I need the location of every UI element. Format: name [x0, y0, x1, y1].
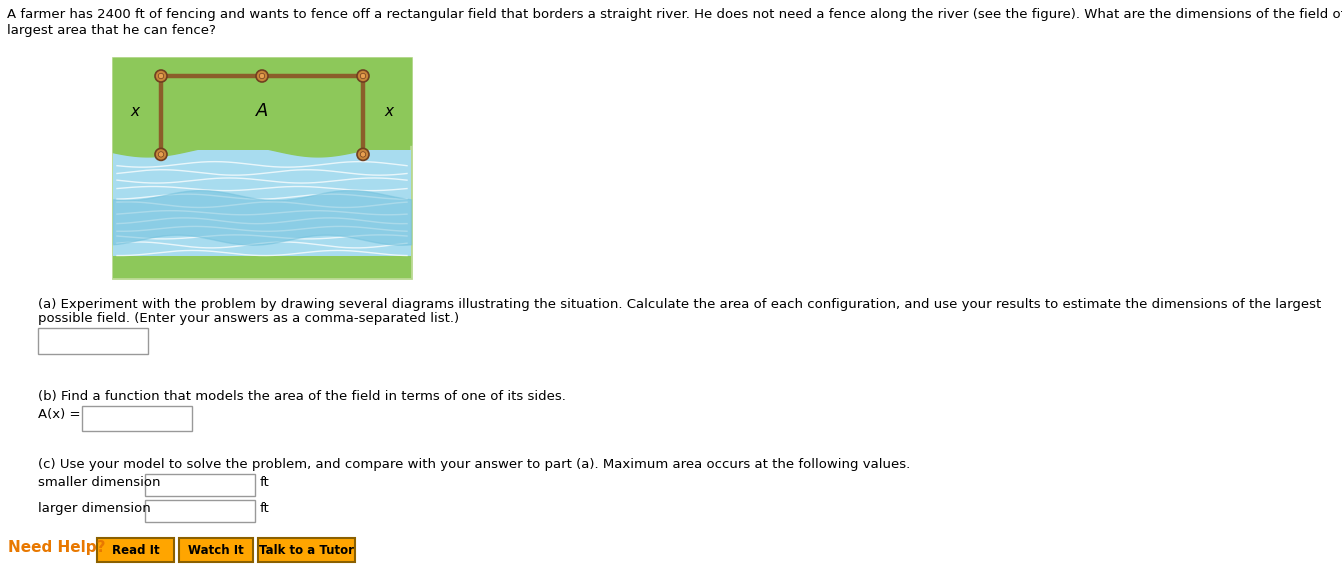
- Text: x: x: [385, 104, 393, 119]
- Text: possible field. (Enter your answers as a comma-separated list.): possible field. (Enter your answers as a…: [38, 312, 459, 325]
- Text: (b) Find a function that models the area of the field in terms of one of its sid: (b) Find a function that models the area…: [38, 390, 566, 403]
- Text: smaller dimension: smaller dimension: [38, 476, 161, 489]
- Circle shape: [360, 74, 366, 79]
- Text: largest area that he can fence?: largest area that he can fence?: [7, 24, 216, 37]
- Text: ft: ft: [260, 476, 270, 489]
- Text: Talk to a Tutor: Talk to a Tutor: [259, 544, 354, 557]
- FancyBboxPatch shape: [258, 538, 356, 562]
- Circle shape: [360, 152, 366, 157]
- Circle shape: [259, 74, 264, 79]
- Circle shape: [154, 148, 166, 160]
- FancyBboxPatch shape: [38, 328, 148, 354]
- Circle shape: [357, 70, 369, 82]
- Text: (a) Experiment with the problem by drawing several diagrams illustrating the sit: (a) Experiment with the problem by drawi…: [38, 298, 1322, 311]
- Text: (c) Use your model to solve the problem, and compare with your answer to part (a: (c) Use your model to solve the problem,…: [38, 458, 910, 471]
- FancyBboxPatch shape: [97, 538, 174, 562]
- Circle shape: [357, 148, 369, 160]
- Text: larger dimension: larger dimension: [38, 502, 150, 515]
- Circle shape: [158, 74, 164, 79]
- Text: x: x: [130, 104, 140, 119]
- FancyBboxPatch shape: [113, 256, 411, 278]
- Circle shape: [154, 70, 166, 82]
- Text: Watch It: Watch It: [188, 544, 244, 557]
- FancyBboxPatch shape: [113, 151, 411, 278]
- FancyBboxPatch shape: [82, 406, 192, 431]
- FancyBboxPatch shape: [113, 58, 411, 278]
- Circle shape: [256, 70, 268, 82]
- Text: Read It: Read It: [111, 544, 160, 557]
- Text: Need Help?: Need Help?: [8, 540, 106, 555]
- Text: A(x) =: A(x) =: [38, 408, 81, 421]
- FancyBboxPatch shape: [145, 500, 255, 522]
- Text: A: A: [256, 102, 268, 120]
- Text: A farmer has 2400 ft of fencing and wants to fence off a rectangular field that : A farmer has 2400 ft of fencing and want…: [7, 8, 1342, 21]
- FancyBboxPatch shape: [145, 474, 255, 496]
- Text: ft: ft: [260, 502, 270, 515]
- FancyBboxPatch shape: [178, 538, 254, 562]
- Circle shape: [158, 152, 164, 157]
